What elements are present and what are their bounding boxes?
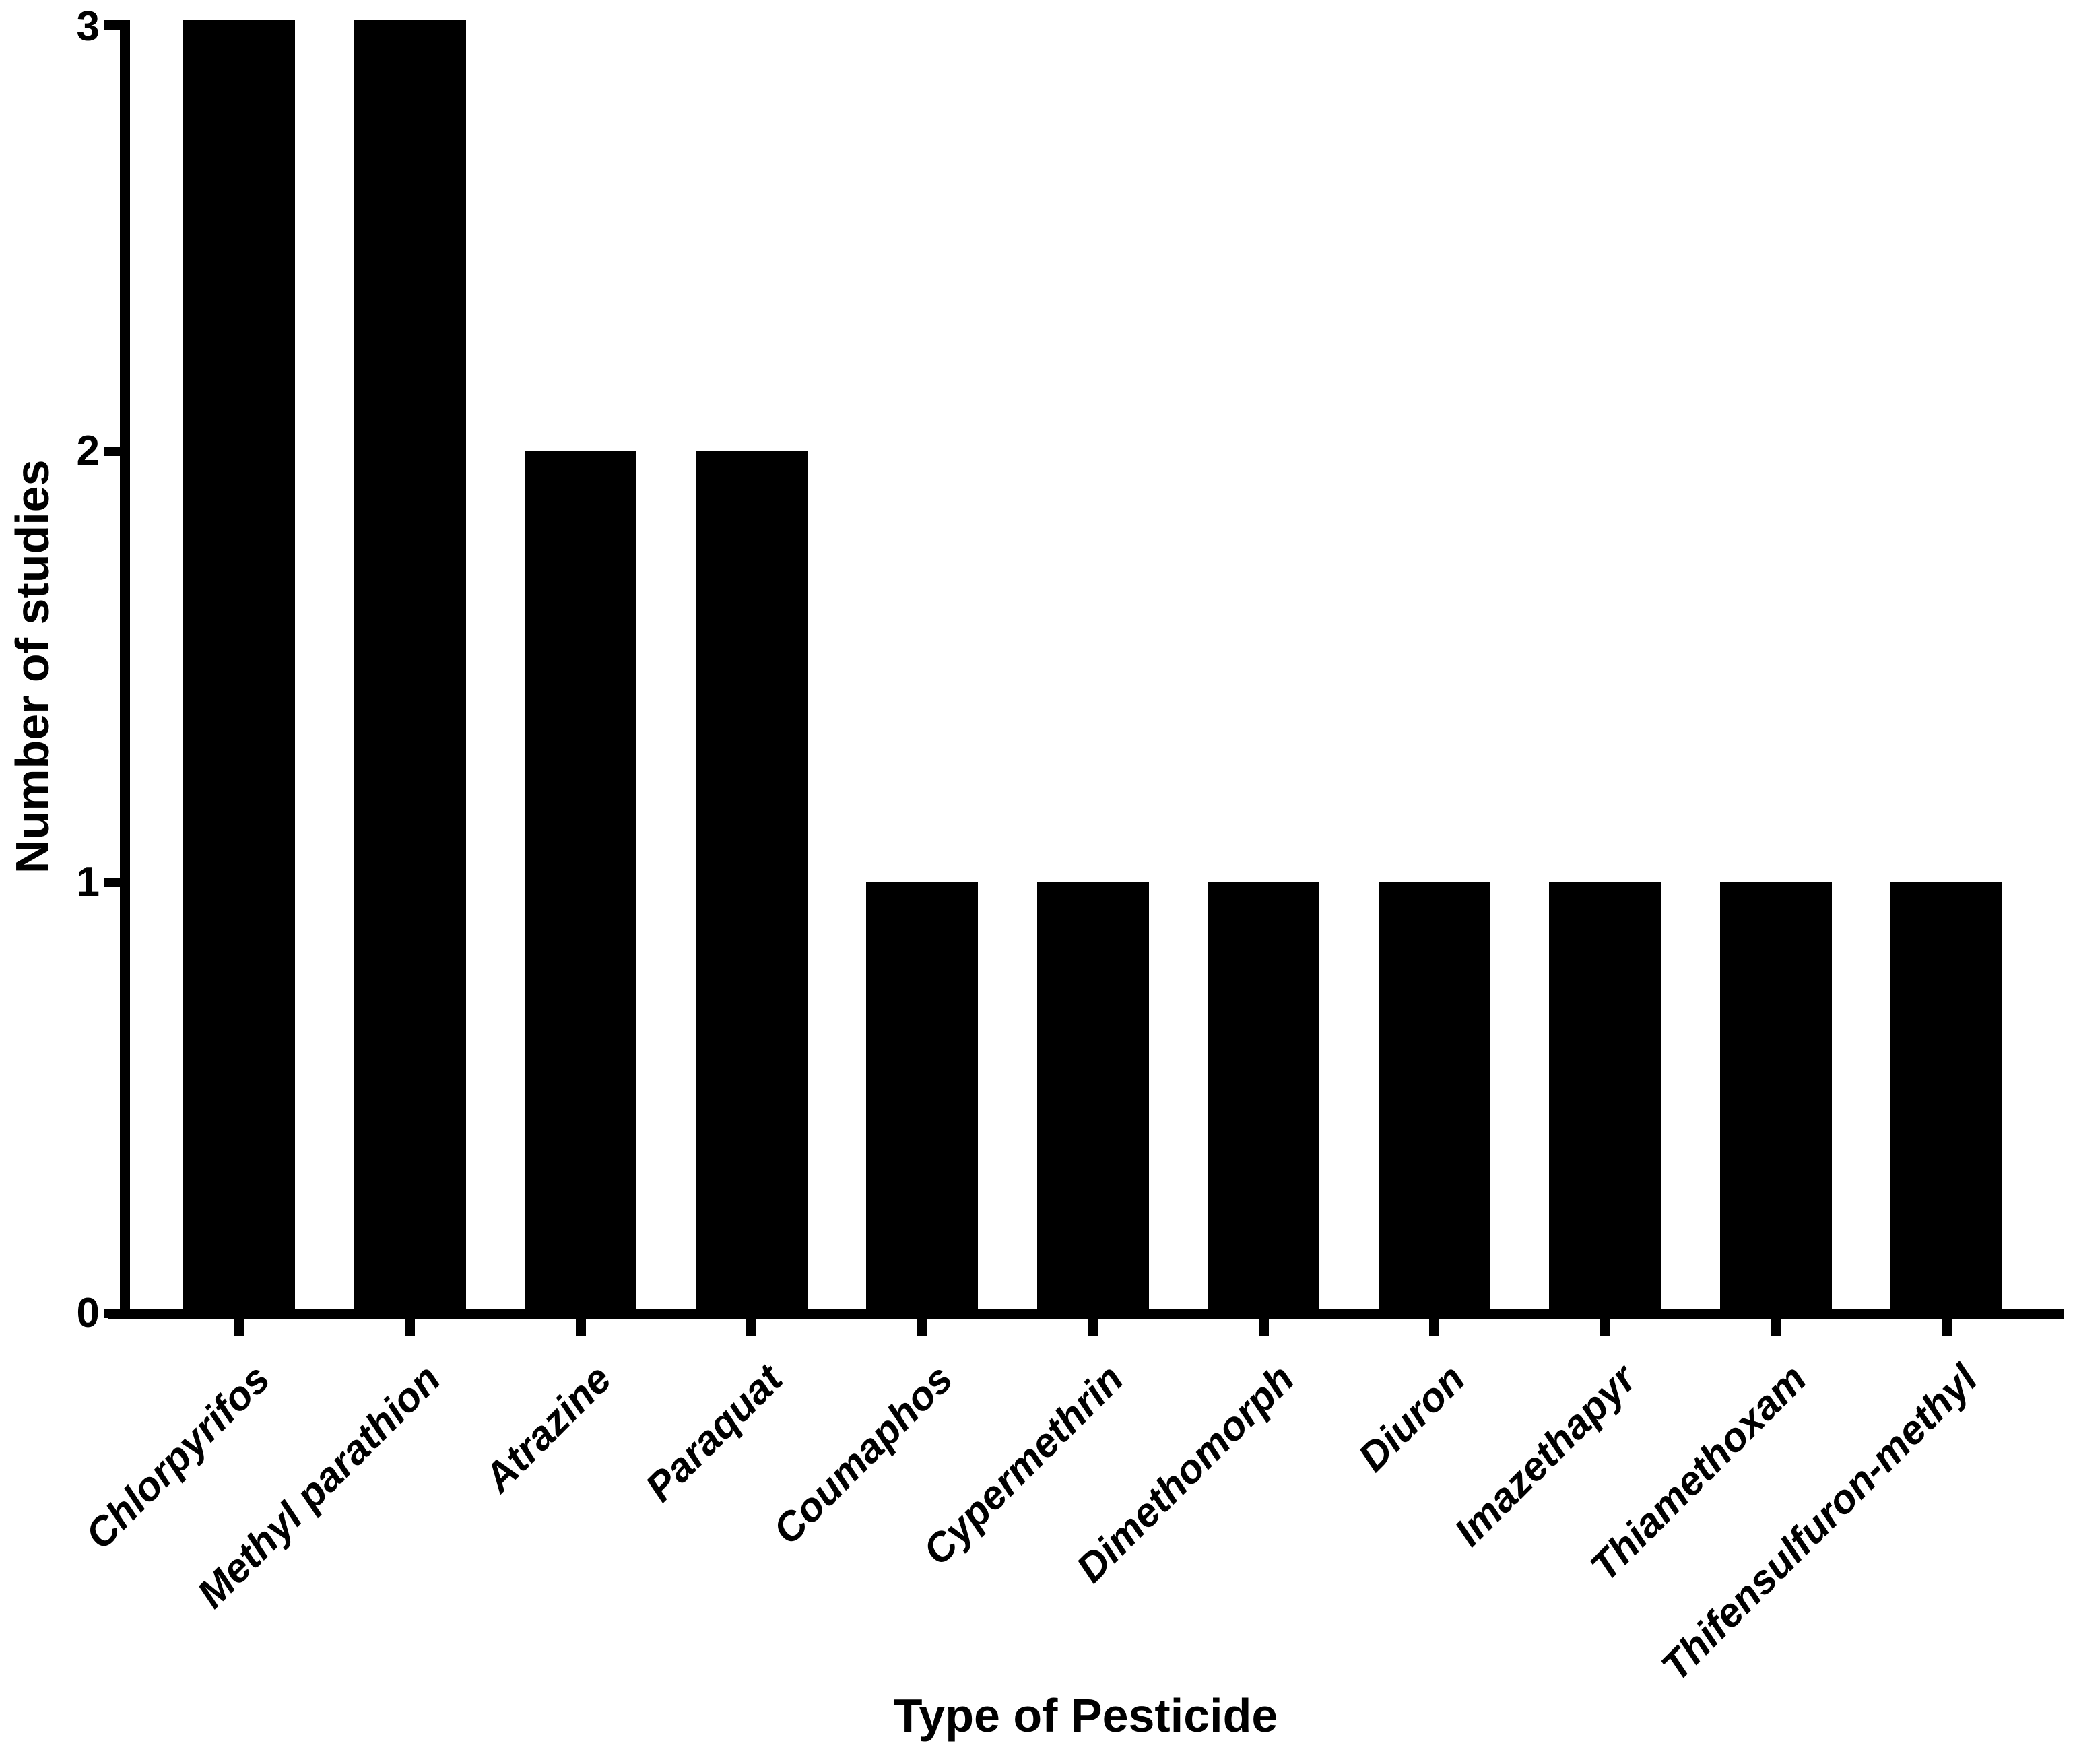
x-tick-label-diuron: Diuron bbox=[1349, 1356, 1474, 1480]
x-axis-line bbox=[108, 1309, 2064, 1319]
bar-imazethapyr bbox=[1549, 882, 1661, 1318]
bar-paraquat bbox=[695, 451, 808, 1318]
y-tick-2 bbox=[104, 447, 130, 456]
x-tick-diuron bbox=[1429, 1319, 1439, 1336]
bar-chlorpyrifos bbox=[183, 20, 295, 1318]
x-tick-imazethapyr bbox=[1600, 1319, 1610, 1336]
y-tick-1 bbox=[104, 878, 130, 887]
x-tick-label-imazethapyr: Imazethapyr bbox=[1445, 1356, 1645, 1555]
y-axis-line bbox=[120, 20, 130, 1318]
bar-cypermethrin bbox=[1036, 882, 1149, 1318]
x-tick-label-thifensulfuron-methyl: Thifensulfuron-methyl bbox=[1652, 1356, 1986, 1690]
x-tick-label-atrazine: Atrazine bbox=[475, 1356, 620, 1501]
y-tick-label-0: 0 bbox=[76, 1290, 100, 1336]
x-tick-label-paraquat: Paraquat bbox=[636, 1356, 791, 1511]
bar-dimethomorph bbox=[1208, 882, 1319, 1318]
bar-coumaphos bbox=[866, 882, 978, 1318]
y-tick-0 bbox=[104, 1309, 130, 1318]
bar-thifensulfuron-methyl bbox=[1890, 882, 2002, 1318]
x-tick-cypermethrin bbox=[1088, 1319, 1098, 1336]
x-tick-thifensulfuron-methyl bbox=[1941, 1319, 1952, 1336]
x-axis-title: Type of Pesticide bbox=[893, 1689, 1278, 1742]
x-tick-coumaphos bbox=[917, 1319, 927, 1336]
x-tick-chlorpyrifos bbox=[234, 1319, 244, 1336]
bar-methyl-parathion bbox=[354, 20, 466, 1318]
x-tick-dimethomorph bbox=[1258, 1319, 1269, 1336]
y-tick-label-1: 1 bbox=[76, 859, 100, 905]
x-tick-thiamethoxam bbox=[1771, 1319, 1781, 1336]
x-tick-methyl-parathion bbox=[405, 1319, 415, 1336]
y-tick-label-2: 2 bbox=[76, 428, 100, 474]
bar-atrazine bbox=[525, 451, 636, 1318]
y-tick-3 bbox=[104, 20, 130, 30]
bar-thiamethoxam bbox=[1719, 882, 1832, 1318]
x-tick-paraquat bbox=[746, 1319, 756, 1336]
x-tick-atrazine bbox=[575, 1319, 586, 1336]
x-tick-label-coumaphos: Coumaphos bbox=[764, 1356, 962, 1553]
bar-diuron bbox=[1378, 882, 1490, 1318]
y-tick-label-3: 3 bbox=[76, 3, 100, 50]
y-axis-title: Number of studies bbox=[6, 459, 59, 874]
